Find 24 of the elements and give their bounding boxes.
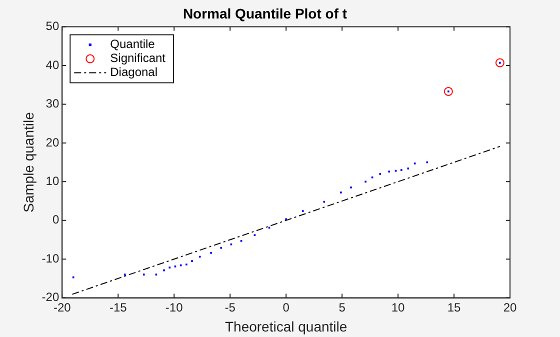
x-tick-label: 0 bbox=[282, 300, 290, 314]
legend-label: Quantile bbox=[110, 37, 156, 52]
y-tick-label: 20 bbox=[46, 135, 60, 150]
y-tick-label: 10 bbox=[46, 174, 60, 188]
y-axis-title: Sample quantile bbox=[20, 112, 36, 213]
y-tick-label: -10 bbox=[42, 251, 60, 266]
y-tick-label: 0 bbox=[52, 212, 60, 227]
x-tick-label: -15 bbox=[109, 300, 128, 314]
y-tick-label: 50 bbox=[46, 19, 60, 34]
chart-title: Normal Quantile Plot of t bbox=[182, 5, 348, 22]
x-tick-label: 20 bbox=[503, 300, 517, 314]
y-tick-label: 30 bbox=[46, 96, 60, 111]
x-axis-title: Theoretical quantile bbox=[224, 318, 348, 334]
legend-label: Diagonal bbox=[110, 65, 158, 80]
x-tick-label: -5 bbox=[224, 300, 236, 314]
y-tick-label: -20 bbox=[42, 290, 60, 304]
x-tick-label: 10 bbox=[391, 300, 406, 314]
x-tick-label: 5 bbox=[338, 300, 346, 314]
x-tick-label: -10 bbox=[165, 300, 184, 314]
point bbox=[495, 58, 504, 68]
legend-label: Significant bbox=[110, 51, 166, 66]
x-tick-label: 15 bbox=[447, 300, 462, 314]
y-tick-label: 40 bbox=[46, 58, 60, 72]
point bbox=[444, 86, 453, 96]
